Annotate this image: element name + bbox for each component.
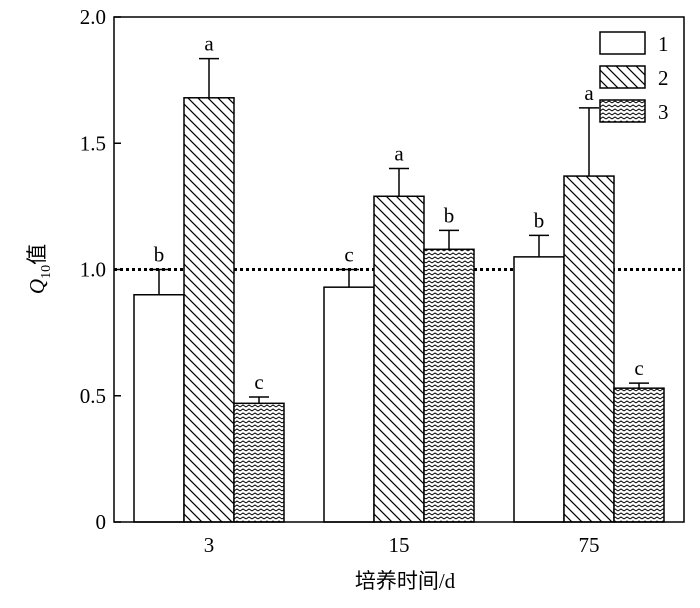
significance-letter: b: [154, 243, 165, 267]
bar: [133, 294, 185, 523]
significance-letter: a: [584, 81, 594, 105]
legend-swatch: [599, 65, 646, 89]
legend-swatch: [599, 99, 646, 123]
significance-letter: c: [634, 356, 643, 380]
legend-swatch: [599, 31, 646, 55]
bar: [513, 256, 565, 523]
significance-letter: a: [394, 142, 404, 166]
significance-letter: c: [344, 243, 353, 267]
y-tick-label: 2.0: [80, 5, 106, 29]
bar: [373, 195, 425, 523]
x-axis-label: 培养时间/d: [355, 569, 456, 593]
legend-label: 1: [658, 32, 669, 56]
significance-letter: b: [444, 203, 455, 227]
bar: [563, 175, 615, 523]
significance-letter: c: [254, 370, 263, 394]
x-tick-label: 75: [579, 533, 600, 557]
y-tick-label: 1.0: [80, 258, 106, 282]
y-tick-label: 0: [96, 510, 107, 534]
bar: [323, 286, 375, 523]
significance-letter: b: [534, 208, 545, 232]
bar: [183, 97, 235, 523]
bar: [423, 248, 475, 523]
legend-label: 3: [658, 100, 669, 124]
y-tick-label: 0.5: [80, 384, 106, 408]
y-axis-label: Q10值: [25, 244, 54, 294]
x-tick-label: 3: [204, 533, 215, 557]
bar: [613, 387, 665, 523]
plot-frame: [113, 16, 685, 523]
significance-letter: a: [204, 32, 214, 56]
x-tick-label: 15: [389, 533, 410, 557]
legend-label: 2: [658, 66, 669, 90]
bar: [233, 402, 285, 523]
y-tick-label: 1.5: [80, 131, 106, 155]
